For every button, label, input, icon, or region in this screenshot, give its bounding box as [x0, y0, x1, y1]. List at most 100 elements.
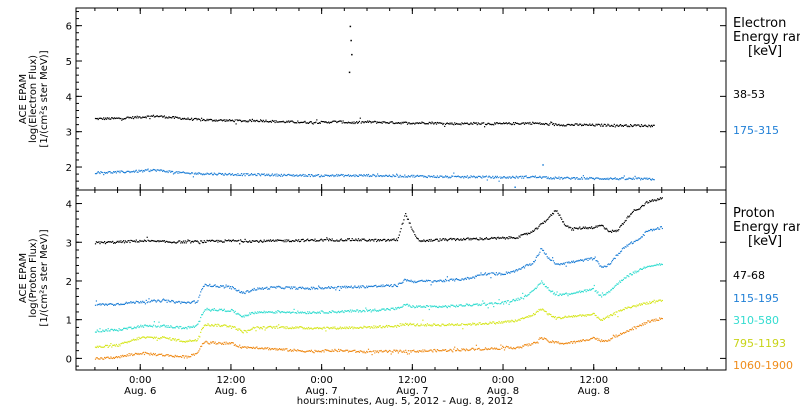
- proton-point: [362, 327, 364, 329]
- electron-point: [203, 119, 205, 121]
- proton-point: [99, 243, 101, 245]
- proton-point: [550, 214, 552, 216]
- proton-point: [397, 237, 399, 239]
- proton-point: [653, 299, 655, 301]
- proton-point: [201, 343, 204, 345]
- proton-point: [235, 328, 237, 330]
- proton-point: [450, 237, 452, 239]
- electron-point: [415, 122, 417, 124]
- electron-point: [341, 174, 343, 176]
- proton-point: [114, 242, 116, 244]
- proton-point: [242, 346, 244, 348]
- proton-point: [588, 227, 590, 229]
- proton-point: [647, 202, 649, 204]
- electron-point: [224, 120, 226, 122]
- proton-point: [312, 311, 314, 313]
- proton-point: [223, 241, 225, 243]
- proton-point: [400, 228, 402, 230]
- proton-point: [241, 241, 243, 243]
- electron-point: [124, 172, 126, 174]
- proton-point: [170, 241, 172, 243]
- proton-point: [513, 237, 515, 239]
- proton-point: [478, 303, 480, 305]
- proton-point: [488, 303, 490, 305]
- proton-point: [374, 285, 376, 287]
- electron-point: [174, 116, 176, 118]
- proton-point: [403, 219, 405, 221]
- proton-point: [298, 239, 300, 241]
- electron-point: [366, 121, 368, 123]
- electron-point: [593, 125, 595, 127]
- proton-point: [303, 327, 305, 329]
- proton-point: [519, 236, 521, 238]
- proton-point: [426, 350, 428, 352]
- proton-point: [133, 354, 135, 356]
- proton-point: [366, 240, 368, 242]
- proton-point: [371, 239, 373, 241]
- electron-point: [459, 123, 461, 125]
- electron-point: [591, 123, 594, 125]
- electron-point: [381, 175, 383, 178]
- proton-point: [590, 338, 592, 340]
- proton-point: [630, 213, 633, 215]
- proton-point: [612, 313, 614, 315]
- proton-point: [328, 311, 331, 313]
- proton-point: [268, 288, 270, 290]
- proton-point: [289, 241, 291, 243]
- proton-point: [305, 240, 307, 242]
- electron-point: [242, 173, 244, 175]
- x-tick-time: 12:00: [579, 375, 608, 386]
- proton-point: [131, 240, 133, 242]
- electron-point: [527, 122, 529, 124]
- proton-point: [503, 321, 505, 323]
- electron-point: [564, 177, 566, 179]
- electron-point: [293, 121, 295, 124]
- electron-point: [591, 124, 593, 126]
- proton-point: [396, 349, 398, 351]
- proton-point: [445, 306, 448, 308]
- proton-point: [159, 240, 161, 242]
- proton-point: [198, 242, 200, 244]
- proton-point: [184, 326, 186, 329]
- proton-point: [567, 262, 569, 264]
- electron-point: [122, 118, 124, 120]
- proton-point: [656, 319, 658, 321]
- proton-point: [456, 305, 458, 308]
- electron-point: [241, 175, 243, 177]
- proton-point: [130, 301, 132, 303]
- electron-point: [561, 176, 563, 179]
- proton-point: [134, 339, 136, 341]
- electron-point: [632, 177, 634, 179]
- electron-point: [187, 117, 189, 119]
- proton-point: [494, 274, 497, 276]
- electron-point: [416, 122, 418, 124]
- proton-point: [475, 303, 477, 305]
- proton-point: [303, 312, 305, 314]
- proton-point: [329, 239, 331, 241]
- proton-point: [510, 346, 512, 348]
- electron-point: [313, 175, 315, 177]
- electron-point: [353, 174, 355, 176]
- electron-point: [539, 175, 541, 177]
- proton-legend-item-47-68: 47-68: [733, 269, 765, 282]
- proton-point: [533, 341, 535, 344]
- proton-point: [628, 243, 630, 245]
- proton-point: [435, 280, 437, 282]
- proton-point: [182, 327, 184, 329]
- proton-point: [113, 304, 115, 306]
- proton-point: [617, 283, 619, 285]
- proton-point: [478, 239, 480, 241]
- electron-point: [245, 121, 247, 123]
- proton-point: [381, 286, 383, 288]
- proton-point: [418, 325, 420, 327]
- electron-point: [357, 175, 360, 177]
- proton-point: [99, 358, 101, 360]
- electron-point: [557, 177, 559, 179]
- proton-point: [273, 240, 275, 242]
- proton-point: [393, 308, 395, 310]
- electron-point: [488, 175, 490, 177]
- proton-point: [646, 322, 648, 324]
- proton-point: [599, 224, 601, 226]
- proton-point: [258, 348, 260, 350]
- proton-point: [552, 212, 554, 214]
